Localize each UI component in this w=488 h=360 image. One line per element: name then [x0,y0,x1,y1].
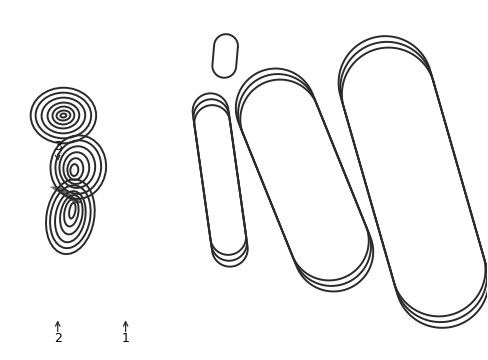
Text: 2: 2 [54,333,61,346]
Text: 1: 1 [122,333,129,346]
Text: 3: 3 [54,140,61,153]
